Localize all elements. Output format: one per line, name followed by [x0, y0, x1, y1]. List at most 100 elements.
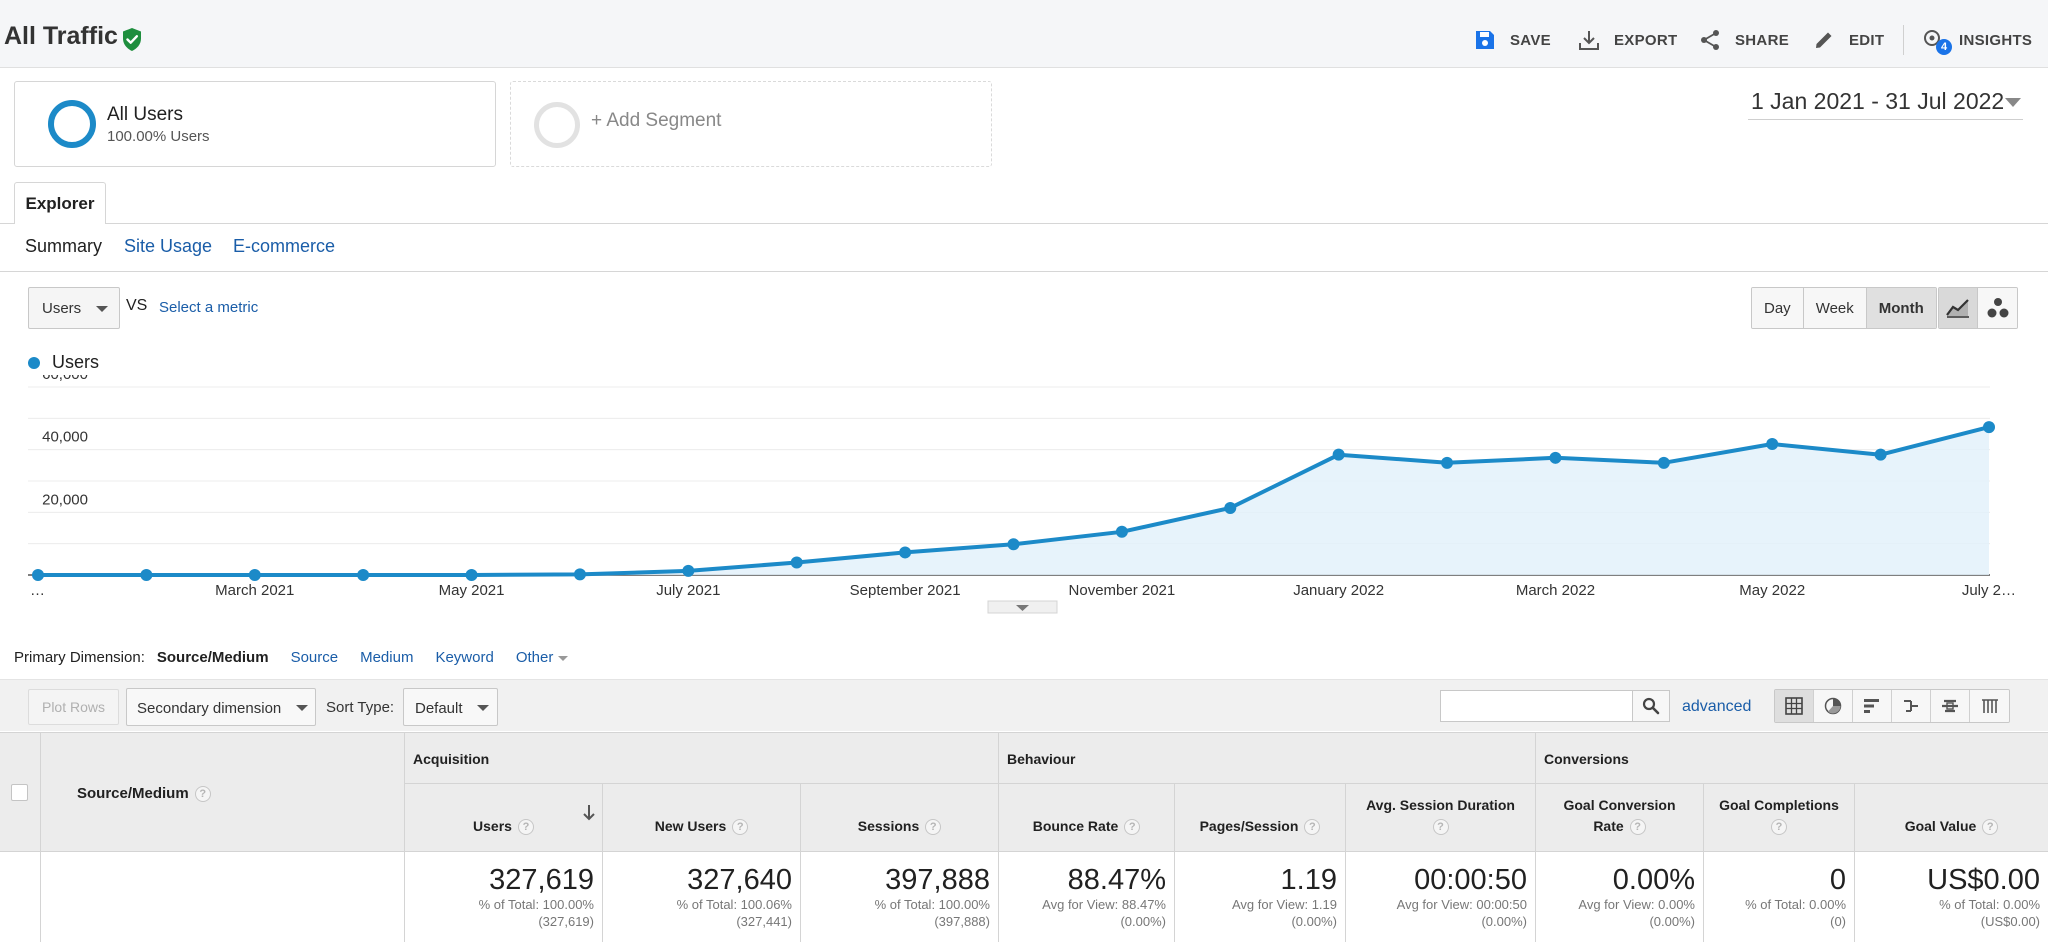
help-icon[interactable]: ? — [1770, 819, 1787, 836]
data-point-2021-02[interactable] — [140, 569, 153, 581]
dimension-keyword-link[interactable]: Keyword — [435, 649, 494, 666]
pages-session-column-header[interactable]: Pages/Session? — [1175, 784, 1346, 852]
totals-goal-completions-total: (0) — [1830, 914, 1846, 929]
data-point-2021-03[interactable] — [248, 569, 261, 581]
share-button[interactable]: SHARE — [1699, 26, 1789, 54]
bounce-rate-column-header[interactable]: Bounce Rate? — [999, 784, 1175, 852]
table-search-input[interactable] — [1440, 690, 1633, 722]
add-segment-button[interactable]: + Add Segment — [510, 81, 992, 167]
vs-label: VS — [126, 297, 148, 314]
segment-all-users[interactable]: All Users 100.00% Users — [14, 81, 496, 167]
users-column-header[interactable]: Users? — [405, 784, 603, 852]
totals-sessions-cell: 397,888 % of Total: 100.00% (397,888) — [801, 852, 999, 942]
data-point-2021-06[interactable] — [573, 568, 586, 581]
data-point-2022-07[interactable] — [1983, 421, 1995, 434]
data-point-2021-11[interactable] — [1115, 525, 1128, 538]
granularity-week-button[interactable]: Week — [1803, 288, 1867, 328]
source-medium-column-header[interactable]: Source/Medium? — [41, 732, 405, 852]
data-table-view-button[interactable] — [1775, 690, 1814, 722]
granularity-day-button[interactable]: Day — [1752, 288, 1804, 328]
dimension-source-link[interactable]: Source — [290, 649, 339, 666]
help-icon[interactable]: ? — [517, 819, 534, 836]
goal-completions-column-header[interactable]: Goal Completions? — [1704, 784, 1855, 852]
totals-dimension-cell — [41, 852, 405, 942]
totals-sessions-value: 397,888 — [885, 864, 990, 896]
help-icon[interactable]: ? — [1629, 819, 1646, 836]
subtab-site-usage[interactable]: Site Usage — [124, 236, 213, 256]
data-point-2021-07[interactable] — [682, 564, 695, 577]
data-point-2022-03[interactable] — [1549, 451, 1562, 464]
edit-button[interactable]: EDIT — [1813, 26, 1884, 54]
advanced-filter-link[interactable]: advanced — [1682, 698, 1752, 715]
dimension-other-dropdown[interactable]: Other — [516, 649, 569, 666]
data-point-2021-04[interactable] — [357, 569, 370, 581]
x-tick-label: November 2021 — [1069, 582, 1176, 599]
export-button[interactable]: EXPORT — [1578, 26, 1677, 54]
plot-rows-button[interactable]: Plot Rows — [28, 689, 119, 725]
pencil-icon — [1816, 32, 1832, 48]
totals-new-users-total: (327,441) — [736, 914, 792, 929]
totals-goal-value-cell: US$0.00 % of Total: 0.00% (US$0.00) — [1855, 852, 2048, 942]
performance-view-button[interactable] — [1853, 690, 1892, 722]
totals-avg-session-duration-avg: Avg for View: 00:00:50 — [1396, 897, 1527, 912]
help-icon[interactable]: ? — [732, 819, 749, 836]
data-point-2021-01[interactable] — [32, 569, 44, 581]
save-icon — [1476, 31, 1494, 49]
data-point-2022-02[interactable] — [1441, 456, 1454, 469]
new-users-column-header[interactable]: New Users? — [603, 784, 801, 852]
pivot-view-button[interactable] — [1970, 690, 2009, 722]
data-point-2021-09[interactable] — [899, 546, 912, 559]
insights-count-badge: 4 — [1936, 39, 1952, 55]
insights-button[interactable]: INSIGHTS — [1923, 26, 2032, 54]
subtab-summary[interactable]: Summary — [25, 236, 103, 256]
term-cloud-view-button[interactable] — [1931, 690, 1970, 722]
goal-value-column-header[interactable]: Goal Value? — [1855, 784, 2048, 852]
avg-session-duration-column-header[interactable]: Avg. Session Duration? — [1346, 784, 1536, 852]
totals-bounce-rate-diff: (0.00%) — [1120, 914, 1166, 929]
x-tick-label: March 2022 — [1516, 582, 1595, 599]
avg-session-duration-header-label: Avg. Session Duration — [1366, 797, 1515, 813]
tab-explorer[interactable]: Explorer — [14, 182, 106, 224]
help-icon[interactable]: ? — [925, 819, 942, 836]
goal-conversion-rate-column-header[interactable]: Goal Conversion Rate? — [1536, 784, 1704, 852]
bounce-rate-header-label: Bounce Rate — [1032, 818, 1119, 834]
date-range-picker[interactable]: 1 Jan 2021 - 31 Jul 2022 — [1748, 86, 2023, 120]
secondary-dimension-dropdown[interactable]: Secondary dimension — [126, 688, 316, 726]
new-users-header-label: New Users — [654, 818, 727, 834]
chevron-down-icon — [558, 655, 569, 661]
sessions-column-header[interactable]: Sessions? — [801, 784, 999, 852]
primary-dimension-bar: Primary Dimension: Source/Medium Source … — [14, 649, 590, 666]
metric-dropdown[interactable]: Users — [28, 287, 120, 329]
table-search-button[interactable] — [1632, 690, 1670, 722]
segment-ring-icon — [48, 100, 96, 148]
data-point-2021-10[interactable] — [1007, 538, 1020, 551]
subtab-ecommerce[interactable]: E-commerce — [233, 236, 336, 256]
help-icon[interactable]: ? — [1432, 819, 1449, 836]
save-button[interactable]: SAVE — [1474, 26, 1551, 54]
segment-subtitle: 100.00% Users — [107, 128, 210, 145]
select-metric-link[interactable]: Select a metric — [159, 299, 259, 316]
help-icon[interactable]: ? — [1982, 819, 1999, 836]
sort-type-dropdown[interactable]: Default — [403, 688, 498, 726]
dimension-medium-link[interactable]: Medium — [360, 649, 414, 666]
pie-view-button[interactable] — [1814, 690, 1853, 722]
x-tick-label: July 2021 — [656, 582, 720, 599]
select-all-checkbox[interactable] — [11, 784, 28, 801]
data-point-2021-05[interactable] — [465, 569, 478, 581]
data-point-2022-05[interactable] — [1766, 438, 1779, 451]
comparison-view-button[interactable] — [1892, 690, 1931, 722]
totals-goal-conversion-rate-diff: (0.00%) — [1649, 914, 1695, 929]
totals-goal-conversion-rate-cell: 0.00% Avg for View: 0.00% (0.00%) — [1536, 852, 1704, 942]
help-icon[interactable]: ? — [1124, 819, 1141, 836]
totals-users-value: 327,619 — [489, 864, 594, 896]
help-icon[interactable]: ? — [1304, 819, 1321, 836]
data-point-2022-06[interactable] — [1874, 448, 1887, 461]
granularity-month-button[interactable]: Month — [1866, 288, 1936, 328]
data-point-2021-12[interactable] — [1224, 501, 1237, 514]
data-point-2022-01[interactable] — [1332, 448, 1345, 461]
motion-chart-button[interactable] — [1978, 288, 2017, 328]
data-point-2022-04[interactable] — [1657, 456, 1670, 469]
line-chart-button[interactable] — [1939, 288, 1979, 328]
help-icon[interactable]: ? — [194, 786, 211, 803]
data-point-2021-08[interactable] — [790, 556, 803, 569]
